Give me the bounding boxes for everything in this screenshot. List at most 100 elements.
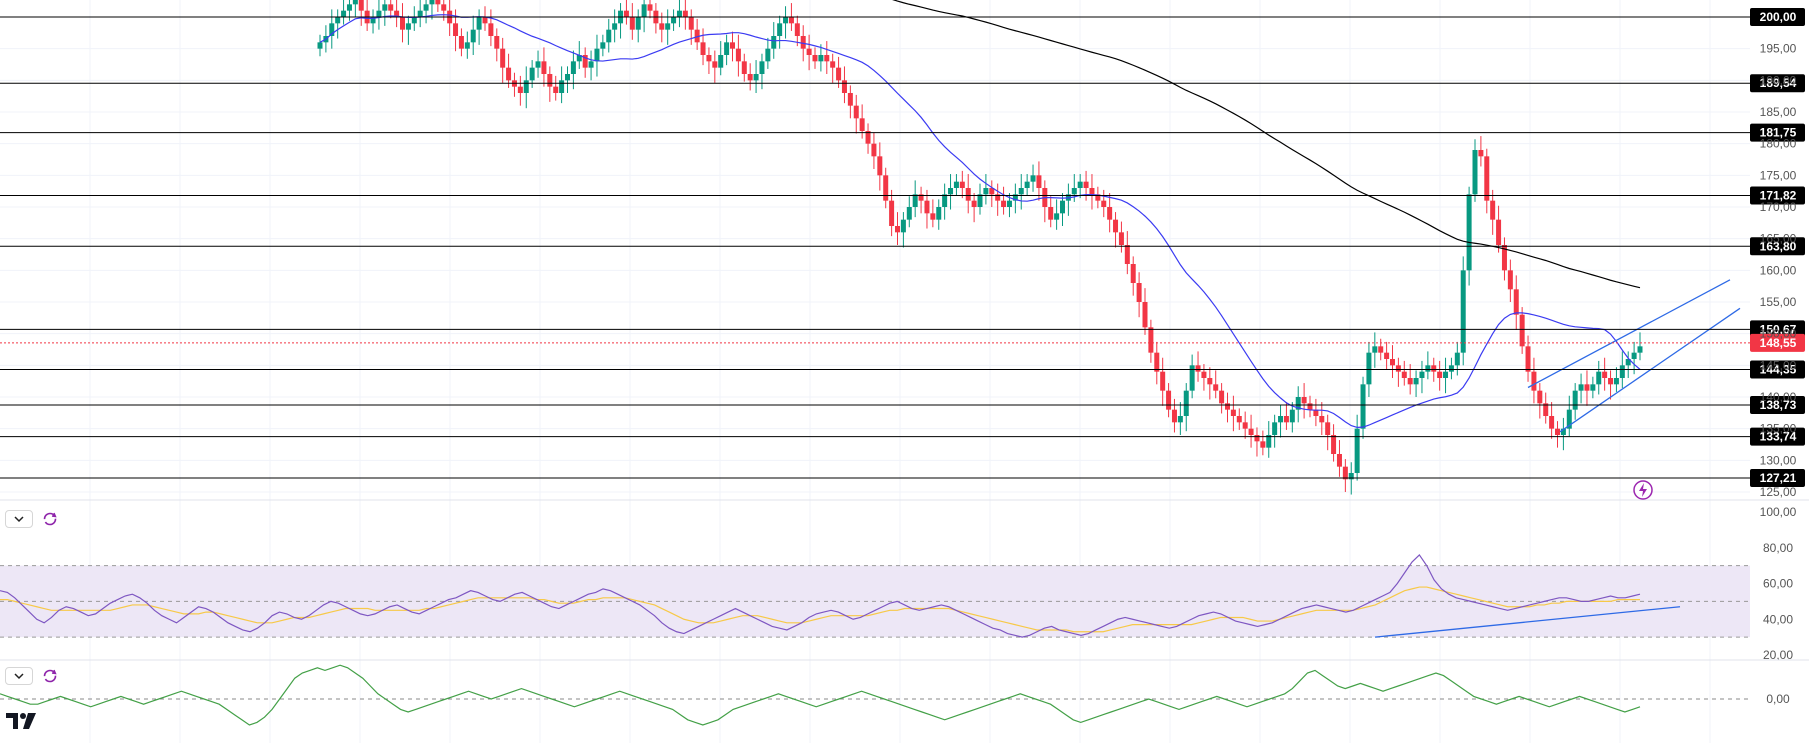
candle <box>659 23 665 30</box>
candle <box>730 42 735 49</box>
candle <box>576 55 582 62</box>
candle <box>570 61 576 74</box>
candle <box>1619 365 1625 378</box>
candle <box>1036 175 1042 188</box>
candle <box>441 4 447 11</box>
candle <box>753 74 759 81</box>
candle <box>435 0 441 5</box>
candle <box>718 55 724 68</box>
candle <box>1236 416 1242 423</box>
candle <box>983 188 989 195</box>
candle <box>582 55 588 68</box>
alert-button[interactable] <box>1632 479 1654 501</box>
candle <box>1543 403 1549 416</box>
candle <box>1578 384 1584 391</box>
candle <box>1260 441 1266 448</box>
collapse-rsi-button[interactable] <box>5 510 33 528</box>
candle <box>1631 352 1637 359</box>
candle <box>836 67 842 81</box>
candle <box>1301 397 1307 404</box>
candle <box>871 143 877 157</box>
candle <box>400 17 405 30</box>
candle <box>1596 371 1602 385</box>
refresh-rsi-button[interactable] <box>41 510 59 528</box>
candle <box>1407 378 1413 385</box>
candle <box>783 17 789 24</box>
oscillator-tick-label: 0,00 <box>1766 692 1790 706</box>
channel-lower <box>1559 307 1741 433</box>
lightning-icon <box>1633 480 1653 500</box>
last-price-label: 148,55 <box>1760 336 1797 350</box>
candle <box>1054 213 1060 220</box>
candle <box>806 48 812 55</box>
last-price-label-bg <box>1750 333 1805 352</box>
candle <box>594 48 600 62</box>
refresh-icon <box>43 669 57 683</box>
level-label-bg <box>1750 123 1805 142</box>
candle <box>1283 416 1289 423</box>
candle <box>1625 359 1631 366</box>
candle <box>1307 403 1313 410</box>
price-tick-label: 165,00 <box>1760 232 1797 246</box>
candle <box>1519 314 1525 347</box>
candle <box>794 23 800 36</box>
candle <box>1419 371 1425 378</box>
candle <box>405 23 411 30</box>
candle <box>1472 150 1478 195</box>
candle <box>423 4 429 11</box>
price-tick-label: 130,00 <box>1760 453 1797 467</box>
candle <box>1507 270 1513 290</box>
candle <box>606 29 612 43</box>
candle <box>1566 409 1572 429</box>
price-tick-label: 180,00 <box>1760 137 1797 151</box>
candle <box>1113 219 1119 233</box>
candle <box>517 86 523 93</box>
candle <box>1030 175 1036 182</box>
candle <box>771 36 777 49</box>
candle <box>588 61 594 68</box>
candle <box>1531 371 1537 391</box>
candle <box>1425 365 1431 372</box>
candle <box>1549 416 1555 429</box>
candle <box>464 42 470 49</box>
level-label: 171,82 <box>1760 188 1797 202</box>
candle <box>1295 397 1301 410</box>
candle <box>541 61 547 74</box>
candle <box>1390 359 1395 366</box>
candle <box>1613 378 1619 385</box>
candle <box>535 61 541 68</box>
candle <box>388 4 394 11</box>
candle <box>1501 245 1507 271</box>
candle <box>1071 188 1077 195</box>
rsi-tick-label: 80,00 <box>1763 541 1793 555</box>
candle <box>1006 200 1012 207</box>
candle <box>1089 188 1095 195</box>
candle <box>747 74 753 81</box>
candle <box>812 55 818 62</box>
candle <box>665 23 671 30</box>
candle <box>1083 181 1089 188</box>
price-tick-label: 135,00 <box>1760 422 1797 436</box>
candle <box>1331 435 1337 454</box>
candle <box>565 74 570 81</box>
candle <box>818 55 824 62</box>
candle <box>788 17 794 24</box>
level-label: 127,21 <box>1760 471 1797 485</box>
candle <box>1513 289 1519 315</box>
candle <box>394 10 400 17</box>
candle <box>700 42 706 55</box>
candle <box>1024 181 1030 188</box>
candle <box>1372 346 1378 353</box>
candle <box>1590 384 1596 391</box>
refresh-oscillator-button[interactable] <box>41 667 59 685</box>
candle <box>1637 346 1643 353</box>
candle <box>1213 384 1219 391</box>
candle <box>1360 384 1366 429</box>
price-tick-label: 155,00 <box>1760 295 1797 309</box>
collapse-oscillator-button[interactable] <box>5 667 33 685</box>
candle <box>1560 428 1566 435</box>
candle <box>488 23 494 36</box>
price-tick-label: 140,00 <box>1760 390 1797 404</box>
candle <box>553 86 559 93</box>
